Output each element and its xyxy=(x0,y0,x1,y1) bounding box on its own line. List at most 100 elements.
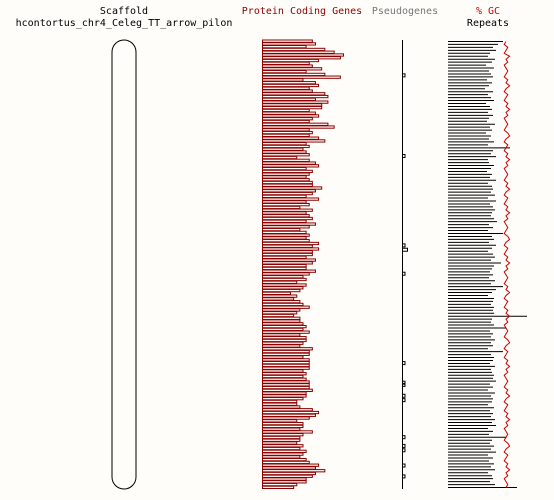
protein-coding-bar xyxy=(262,269,316,273)
protein-coding-bar xyxy=(262,438,301,442)
protein-coding-bar xyxy=(262,330,310,334)
protein-coding-bar xyxy=(262,222,316,226)
protein-coding-bar xyxy=(262,449,307,453)
protein-coding-bar xyxy=(262,305,310,309)
protein-coding-bar xyxy=(262,471,316,476)
protein-coding-bar xyxy=(262,458,307,462)
protein-coding-bar xyxy=(262,175,307,179)
protein-coding-bar xyxy=(262,444,304,448)
protein-coding-bar xyxy=(262,92,326,96)
gc-line xyxy=(503,41,511,488)
protein-coding-bar xyxy=(262,67,323,71)
protein-coding-bar xyxy=(262,286,304,290)
protein-coding-bar xyxy=(262,324,307,329)
protein-coding-bar xyxy=(262,50,335,54)
protein-coding-bar xyxy=(262,106,323,110)
pseudogene-mark xyxy=(402,361,406,366)
protein-coding-bar xyxy=(262,302,304,307)
protein-coding-bar xyxy=(262,75,341,79)
protein-coding-bar xyxy=(262,261,313,265)
protein-coding-bar xyxy=(262,169,313,174)
protein-coding-bar xyxy=(262,291,292,295)
protein-coding-bar xyxy=(262,125,335,129)
protein-coding-bar xyxy=(262,230,307,235)
protein-coding-bar xyxy=(262,241,320,246)
protein-coding-bar xyxy=(262,416,310,420)
protein-coding-bar xyxy=(262,300,301,304)
protein-coding-bar xyxy=(262,53,344,57)
protein-coding-bar xyxy=(262,42,316,46)
protein-coding-bar xyxy=(262,94,329,99)
protein-coding-bar xyxy=(262,297,295,301)
protein-coding-bar xyxy=(262,266,307,271)
scaffold-name: hcontortus_chr4_Celeg_TT_arrow_pilon xyxy=(15,18,233,29)
protein-coding-bar xyxy=(262,372,307,376)
protein-coding-bar xyxy=(262,244,313,248)
pseudogenes-header: Pseudogenes xyxy=(371,6,439,17)
protein-coding-bar xyxy=(262,352,310,356)
protein-coding-bar xyxy=(262,183,313,187)
protein-coding-bar xyxy=(262,128,310,132)
protein-coding-bar xyxy=(262,233,310,237)
protein-coding-bar xyxy=(262,452,304,456)
protein-coding-bar xyxy=(262,47,326,52)
protein-coding-bar xyxy=(262,344,301,348)
gc-track xyxy=(503,41,511,488)
protein-coding-bar xyxy=(262,383,310,387)
protein-coding-bar xyxy=(262,313,295,318)
pseudogene-track xyxy=(402,40,408,489)
protein-coding-bar xyxy=(262,363,310,368)
protein-coding-bar xyxy=(262,283,307,287)
scaffold-header: Scaffold hcontortus_chr4_Celeg_TT_arrow_… xyxy=(0,6,248,30)
protein-coding-bar xyxy=(262,97,316,101)
protein-coding-bar xyxy=(262,247,320,251)
protein-coding-bar xyxy=(262,385,310,390)
protein-coding-bar xyxy=(262,394,307,398)
pseudogene-mark xyxy=(402,398,406,403)
protein-coding-bar xyxy=(262,208,313,212)
scaffold-label: Scaffold xyxy=(99,6,149,17)
protein-coding-bar xyxy=(262,100,329,104)
protein-coding-bar xyxy=(262,252,313,257)
pseudogene-mark xyxy=(402,448,406,453)
protein-coding-bar xyxy=(262,361,310,365)
protein-coding-bar xyxy=(262,172,310,176)
pseudogene-mark xyxy=(402,73,406,78)
gc-label: % GC xyxy=(475,6,501,17)
protein-coding-bar xyxy=(262,419,298,423)
protein-coding-bar xyxy=(262,469,326,473)
protein-coding-bar xyxy=(262,86,310,90)
protein-coding-bar xyxy=(262,399,298,404)
protein-coding-bar xyxy=(262,264,307,268)
protein-coding-bar xyxy=(262,255,307,259)
protein-coding-bar xyxy=(262,250,313,254)
repeats-track xyxy=(448,40,527,489)
protein-coding-bar xyxy=(262,219,307,223)
protein-coding-bar xyxy=(262,288,301,293)
pseudogene-mark xyxy=(402,463,406,468)
pseudogene-mark xyxy=(402,154,406,159)
protein-coding-bar xyxy=(262,391,307,395)
protein-coding-bar xyxy=(262,103,323,107)
protein-coding-bar xyxy=(262,388,313,392)
protein-coding-bar xyxy=(262,477,307,481)
protein-coding-bar xyxy=(262,369,304,373)
protein-coding-bar xyxy=(262,203,310,207)
protein-coding-bar xyxy=(262,349,310,354)
protein-coding-bar xyxy=(262,316,301,320)
protein-coding-bar xyxy=(262,178,310,182)
protein-coding-bar xyxy=(262,139,326,143)
protein-coding-bar xyxy=(262,239,310,243)
protein-coding-bar xyxy=(262,485,295,490)
protein-coding-bar xyxy=(262,83,320,88)
protein-coding-bar xyxy=(262,319,301,323)
protein-coding-bar xyxy=(262,280,298,284)
protein-coding-bar xyxy=(262,130,313,135)
protein-coding-bar xyxy=(262,161,316,165)
protein-coding-bar xyxy=(262,117,313,121)
protein-coding-bar xyxy=(262,211,307,215)
protein-coding-bar xyxy=(262,482,298,487)
protein-coding-bar xyxy=(262,191,313,196)
